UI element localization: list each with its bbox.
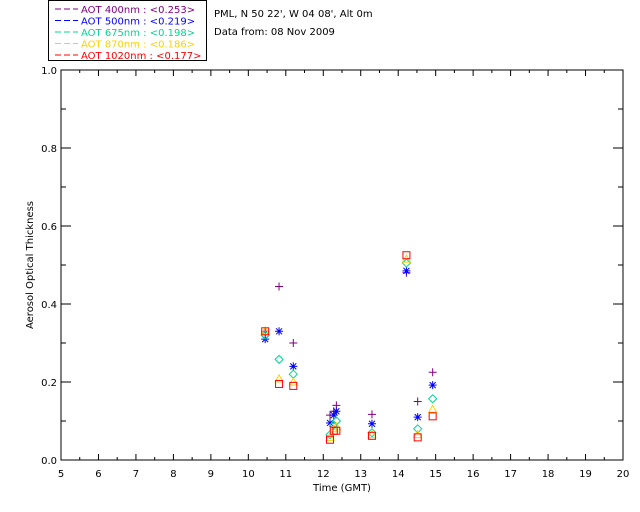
data-point: [332, 407, 341, 416]
data-point: [261, 327, 270, 336]
series-5: [261, 251, 437, 444]
x-tick-label: 8: [170, 469, 176, 480]
x-tick-label: 9: [208, 469, 214, 480]
x-tick-label: 12: [317, 469, 330, 480]
data-point: [367, 429, 377, 439]
data-point: [331, 416, 342, 426]
legend-label: AOT 400nm : <0.253>: [81, 5, 195, 16]
series-4: [260, 254, 438, 441]
x-tick-label: 10: [242, 469, 255, 480]
data-point: [367, 410, 376, 419]
data-point: [428, 381, 437, 390]
data-point: [413, 433, 422, 442]
legend-box: [48, 0, 207, 61]
y-tick-label: 0.0: [41, 456, 57, 467]
data-point: [402, 251, 411, 260]
y-axis-label: Aerosol Optical Thickness: [25, 201, 36, 329]
x-tick-label: 16: [467, 469, 480, 480]
data-point: [428, 412, 437, 421]
data-point: [427, 394, 438, 404]
data-point: [367, 431, 376, 440]
series-3: [260, 258, 438, 440]
legend: AOT 400nm : <0.253>AOT 500nm : <0.219>AO…: [48, 0, 207, 62]
x-tick-label: 19: [579, 469, 592, 480]
y-tick-label: 0.6: [41, 222, 57, 233]
x-tick-label: 7: [133, 469, 139, 480]
x-tick-label: 6: [95, 469, 101, 480]
x-tick-label: 14: [392, 469, 405, 480]
data-point: [367, 427, 377, 438]
data-point: [402, 266, 411, 275]
x-tick-label: 20: [617, 469, 630, 480]
data-point: [329, 411, 338, 420]
y-tick-label: 0.8: [41, 144, 57, 155]
legend-label: AOT 500nm : <0.219>: [81, 17, 195, 28]
data-point: [289, 339, 298, 347]
data-point: [413, 413, 422, 422]
y-tick-label: 0.2: [41, 378, 57, 389]
legend-label: AOT 870nm : <0.186>: [81, 40, 195, 51]
plot-frame: [60, 69, 624, 461]
data-point: [428, 368, 437, 377]
data-point: [413, 397, 422, 406]
x-tick-label: 15: [429, 469, 442, 480]
data-point: [331, 421, 342, 431]
axis-ticks: 5 6 7 8 9 10 11 12 13 14 15 16 17 18 19 20 0.0 0.2 0.4 0.6 0…: [41, 66, 629, 480]
y-tick-label: 1.0: [41, 66, 57, 77]
data-point: [275, 379, 284, 388]
y-tick-label: 0.4: [41, 300, 57, 311]
x-tick-label: 5: [58, 469, 64, 480]
data-point: [328, 423, 339, 433]
data-point: [367, 419, 376, 428]
data-point: [326, 435, 335, 444]
x-tick-label: 17: [504, 469, 517, 480]
data-point: [274, 354, 284, 365]
site-info: PML, N 50 22', W 04 08', Alt 0m: [214, 9, 373, 20]
x-tick-label: 18: [542, 469, 555, 480]
data-point: [275, 327, 284, 336]
x-tick-label: 13: [354, 469, 367, 480]
data-point: [332, 426, 341, 435]
data-point: [326, 418, 335, 427]
data-point: [325, 432, 335, 441]
x-axis-label: Time (GMT): [312, 483, 371, 494]
data-point: [274, 373, 284, 383]
date-info: Data from: 08 Nov 2009: [214, 27, 335, 38]
x-tick-label: 11: [279, 469, 292, 480]
data-point: [275, 282, 284, 291]
data-point: [289, 362, 298, 371]
data-point: [288, 376, 299, 386]
series-1: [261, 268, 437, 420]
data-point: [289, 381, 298, 390]
data-point: [427, 404, 438, 413]
data-points: [260, 251, 438, 444]
data-point: [412, 424, 423, 434]
legend-label: AOT 1020nm : <0.177>: [81, 51, 201, 62]
legend-label: AOT 675nm : <0.198>: [81, 28, 195, 39]
series-2: [261, 266, 437, 428]
